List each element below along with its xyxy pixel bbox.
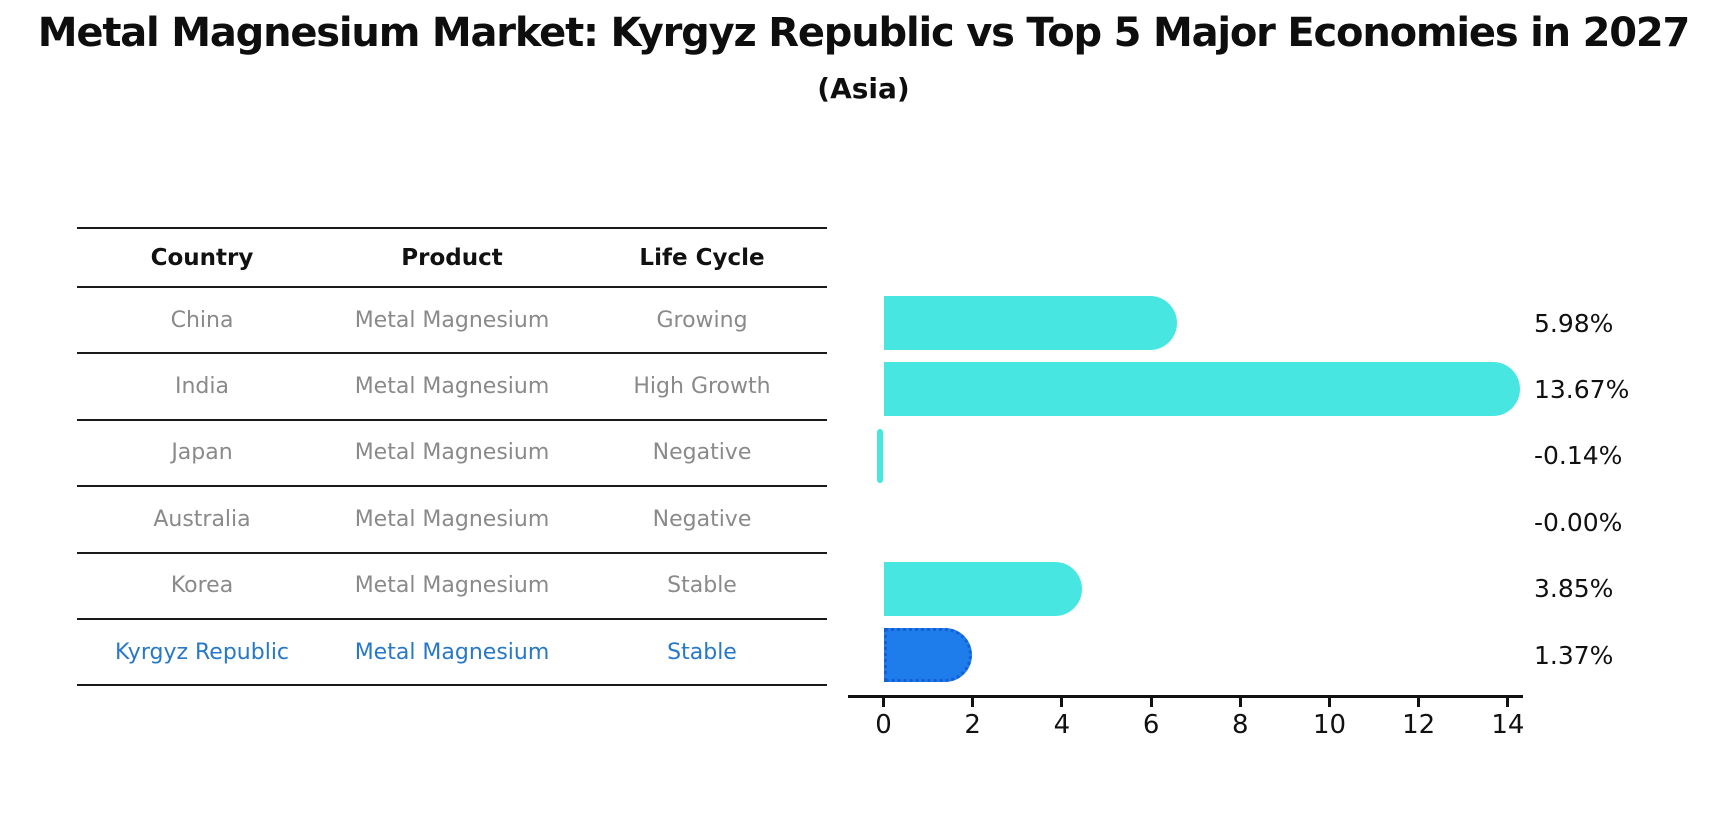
cell-product: Metal Magnesium [354, 374, 550, 400]
cell-life-cycle: Growing [656, 307, 748, 333]
cell-product: Metal Magnesium [354, 639, 550, 665]
page-subtitle: (Asia) [817, 72, 910, 105]
column-header-life-cycle: Life Cycle [639, 244, 765, 271]
value-label: 5.98% [1534, 308, 1614, 338]
x-tick-mark [1506, 695, 1510, 707]
table-row: Kyrgyz Republic Metal Magnesium Stable [77, 620, 827, 687]
cell-product: Metal Magnesium [354, 506, 550, 532]
table-row: China Metal Magnesium Growing [77, 288, 827, 355]
table-header-row: Country Product Life Cycle [77, 227, 827, 288]
cell-life-cycle: Stable [667, 573, 737, 599]
x-tick-mark [1417, 695, 1421, 707]
table-row: Japan Metal Magnesium Negative [77, 421, 827, 488]
column-header-product: Product [401, 244, 503, 271]
x-tick-label: 6 [1142, 710, 1160, 740]
cell-country: Kyrgyz Republic [114, 639, 290, 665]
page-title: Metal Magnesium Market: Kyrgyz Republic … [37, 10, 1691, 56]
x-tick-mark [1060, 695, 1064, 707]
cell-country: India [175, 374, 229, 400]
cell-life-cycle: Stable [667, 639, 737, 665]
x-tick-label: 14 [1491, 710, 1525, 740]
cell-product: Metal Magnesium [354, 573, 550, 599]
x-tick-mark [1328, 695, 1331, 707]
value-label: -0.14% [1534, 441, 1623, 471]
x-axis-line [848, 695, 1523, 698]
cell-life-cycle: High Growth [633, 374, 771, 400]
x-tick-mark [1149, 695, 1153, 707]
cell-life-cycle: Negative [652, 506, 752, 532]
x-tick-label: 2 [964, 710, 981, 740]
x-tick-label: 10 [1312, 710, 1347, 740]
x-tick-mark [1238, 695, 1242, 707]
cell-life-cycle: Negative [652, 440, 752, 466]
value-label: -0.00% [1534, 507, 1623, 537]
bar-india [883, 362, 1521, 417]
value-label: 13.67% [1534, 374, 1630, 404]
x-tick-mark [971, 695, 975, 707]
cell-country: China [170, 307, 234, 333]
table-row: Australia Metal Magnesium Negative [77, 487, 827, 554]
table-row: Korea Metal Magnesium Stable [77, 554, 827, 620]
x-tick-label: 0 [875, 710, 892, 740]
bar-china [883, 296, 1178, 350]
value-label: 3.85% [1534, 574, 1614, 604]
value-label: 1.37% [1534, 640, 1614, 670]
x-tick-mark [882, 695, 885, 707]
x-tick-label: 4 [1053, 710, 1071, 740]
cell-country: Australia [153, 506, 251, 532]
column-header-country: Country [150, 244, 254, 271]
x-tick-label: 12 [1402, 710, 1436, 740]
country-table: Country Product Life Cycle China Metal Magn… [77, 227, 827, 687]
table-body: China Metal Magnesium Growing India Metal Ma… [77, 288, 827, 687]
cell-country: Korea [170, 573, 234, 599]
bar-japan [877, 428, 884, 483]
table-row: India Metal Magnesium High Growth [77, 354, 827, 421]
cell-product: Metal Magnesium [354, 440, 550, 466]
cell-country: Japan [171, 440, 233, 466]
bar-highlight-kyrgyz-republic [883, 628, 972, 682]
x-tick-label: 8 [1232, 710, 1249, 740]
bar-korea [883, 561, 1083, 616]
cell-product: Metal Magnesium [354, 307, 550, 333]
